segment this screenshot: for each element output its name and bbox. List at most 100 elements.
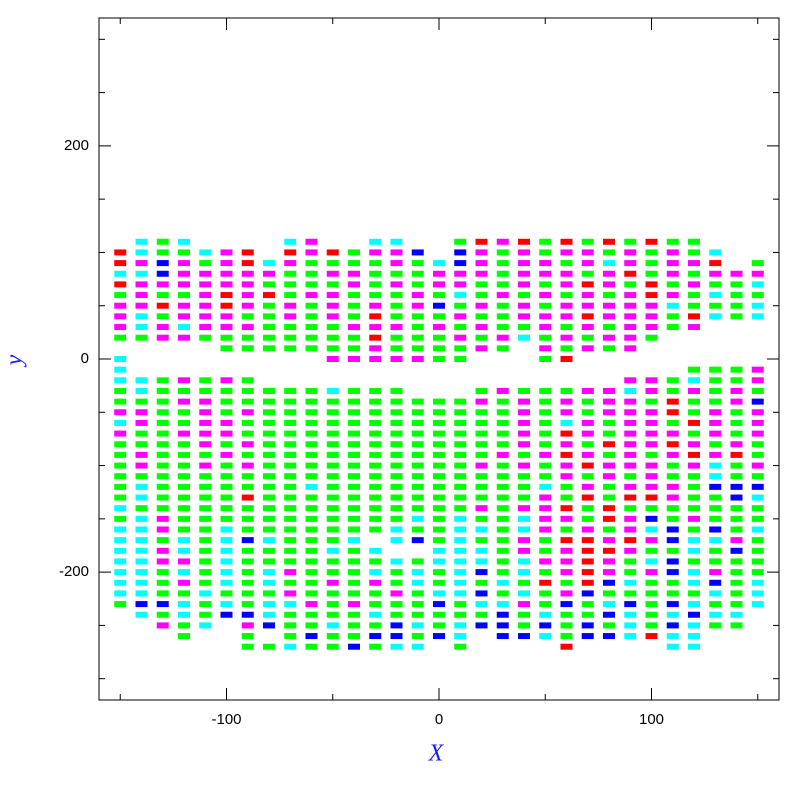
cell-marker xyxy=(603,526,615,533)
cell-marker xyxy=(178,281,190,288)
cell-marker xyxy=(220,515,233,522)
cell-marker xyxy=(560,569,573,576)
cell-marker xyxy=(305,505,318,512)
cell-marker xyxy=(454,260,467,267)
cell-marker xyxy=(496,292,509,299)
cell-marker xyxy=(263,270,275,277)
cell-marker xyxy=(709,483,722,490)
cell-marker xyxy=(624,601,637,608)
cell-marker xyxy=(348,324,360,331)
cell-marker xyxy=(390,590,403,597)
cell-marker xyxy=(751,281,764,288)
cell-marker xyxy=(390,260,403,267)
cell-marker xyxy=(496,579,509,586)
cell-marker xyxy=(560,441,573,448)
cell-marker xyxy=(518,430,530,437)
cell-marker xyxy=(369,622,382,629)
cell-marker xyxy=(751,526,764,533)
cell-marker xyxy=(178,526,190,533)
cell-marker xyxy=(560,419,573,426)
cell-marker xyxy=(560,398,573,405)
cell-marker xyxy=(475,302,488,309)
cell-marker xyxy=(709,601,722,608)
cell-marker xyxy=(263,611,275,618)
cell-marker xyxy=(518,292,530,299)
cell-marker xyxy=(475,537,488,544)
cell-marker xyxy=(369,601,382,608)
cell-marker xyxy=(645,334,658,341)
cell-marker xyxy=(666,505,679,512)
cell-marker xyxy=(263,558,275,565)
cell-marker xyxy=(433,451,445,458)
cell-marker xyxy=(539,601,552,608)
cell-marker xyxy=(518,473,530,480)
cell-marker xyxy=(688,579,700,586)
cell-marker xyxy=(369,281,382,288)
cell-marker xyxy=(645,324,658,331)
cell-marker xyxy=(751,409,764,416)
cell-marker xyxy=(454,302,467,309)
cell-marker xyxy=(241,515,254,522)
cell-marker xyxy=(581,387,594,394)
cell-marker xyxy=(666,515,679,522)
cell-marker xyxy=(411,462,424,469)
cell-marker xyxy=(666,238,679,245)
cell-marker xyxy=(645,526,658,533)
cell-marker xyxy=(518,302,530,309)
cell-marker xyxy=(411,302,424,309)
cell-marker xyxy=(284,313,297,320)
cell-marker xyxy=(326,643,339,650)
cell-marker xyxy=(751,590,764,597)
cell-marker xyxy=(688,313,700,320)
cell-marker xyxy=(751,441,764,448)
cell-marker xyxy=(645,292,658,299)
cell-marker xyxy=(411,334,424,341)
cell-marker xyxy=(475,451,488,458)
cell-marker xyxy=(263,302,275,309)
cell-marker xyxy=(730,398,743,405)
cell-marker xyxy=(199,387,212,394)
cell-marker xyxy=(369,462,382,469)
cell-marker xyxy=(603,302,615,309)
cell-marker xyxy=(326,441,339,448)
cell-marker xyxy=(624,622,637,629)
cell-marker xyxy=(730,313,743,320)
cell-marker xyxy=(688,419,700,426)
cell-marker xyxy=(326,281,339,288)
cell-marker xyxy=(263,473,275,480)
cell-marker xyxy=(156,622,169,629)
cell-marker xyxy=(751,537,764,544)
cell-marker xyxy=(518,324,530,331)
cell-marker xyxy=(390,324,403,331)
cell-marker xyxy=(199,483,212,490)
cell-marker xyxy=(305,441,318,448)
cell-marker xyxy=(433,622,445,629)
cell-marker xyxy=(411,398,424,405)
cell-marker xyxy=(496,494,509,501)
cell-marker xyxy=(305,473,318,480)
cell-marker xyxy=(199,281,212,288)
cell-marker xyxy=(369,526,382,533)
cell-marker xyxy=(114,292,127,299)
cell-marker xyxy=(135,398,148,405)
cell-marker xyxy=(326,526,339,533)
cell-marker xyxy=(369,313,382,320)
cell-marker xyxy=(688,238,700,245)
cell-marker xyxy=(220,579,233,586)
cell-marker xyxy=(709,526,722,533)
cell-marker xyxy=(624,505,637,512)
cell-marker xyxy=(581,451,594,458)
cell-marker xyxy=(666,451,679,458)
cell-marker xyxy=(199,611,212,618)
cell-marker xyxy=(603,483,615,490)
cell-marker xyxy=(496,537,509,544)
cell-marker xyxy=(114,377,127,384)
cell-marker xyxy=(220,601,233,608)
cell-marker xyxy=(433,292,445,299)
cell-marker xyxy=(263,430,275,437)
cell-marker xyxy=(411,505,424,512)
cell-marker xyxy=(496,302,509,309)
cell-marker xyxy=(518,249,530,256)
cell-marker xyxy=(454,451,467,458)
cell-marker xyxy=(411,270,424,277)
